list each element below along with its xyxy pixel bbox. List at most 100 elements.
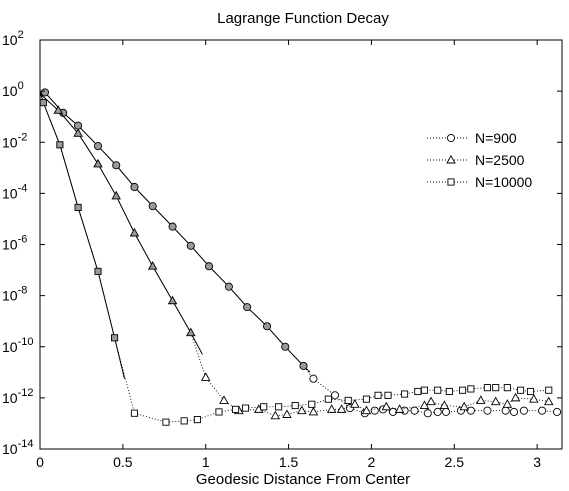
data-point-n-2500 (510, 392, 521, 402)
legend-label-n-900: N=900 (475, 130, 517, 146)
axis-ticks: 0 0.5 1 1.5 2 2.5 3 102 100 10-2 10-4 10-6 10-8 10-10… (2, 29, 562, 470)
data-point-n-2500 (381, 401, 392, 411)
data-point-n-900 (299, 361, 308, 370)
data-point-n-900 (466, 406, 475, 415)
data-point-n-2500 (439, 400, 450, 409)
data-point-n-10000 (111, 334, 119, 342)
data-point-n-2500 (73, 128, 83, 137)
data-point-n-900 (93, 142, 103, 151)
data-point-n-10000 (324, 395, 332, 403)
y-tick-label: 10-14 (2, 438, 33, 457)
legend-label-n-10000: N=10000 (475, 174, 532, 190)
data-point-n-10000 (308, 400, 316, 408)
series-dotted-line-n-2500 (39, 93, 549, 417)
data-point-n-10000 (56, 141, 64, 149)
series-solid-line-n-2500 (39, 93, 203, 355)
data-point-n-10000 (130, 409, 139, 417)
data-point-n-10000 (459, 386, 467, 394)
data-point-n-2500 (502, 399, 513, 408)
x-tick-label: 1.5 (279, 454, 299, 470)
data-point-n-10000 (260, 403, 268, 411)
data-point-n-10000 (483, 384, 491, 392)
data-point-n-2500 (219, 395, 229, 404)
data-point-n-900 (243, 303, 252, 312)
y-tick-label: 102 (2, 29, 24, 48)
data-point-n-900 (410, 406, 419, 415)
data-point-n-900 (281, 342, 290, 351)
x-axis-title: Geodesic Distance From Center (196, 471, 410, 488)
data-point-n-10000 (374, 391, 382, 399)
x-tick-label: 2 (368, 454, 376, 470)
data-point-n-2500 (129, 227, 140, 237)
data-point-n-10000 (74, 203, 82, 211)
data-point-n-10000 (180, 417, 188, 425)
chart-title: Lagrange Function Decay (217, 10, 389, 27)
legend-marker-n-900 (446, 133, 456, 143)
data-point-n-2500 (186, 327, 196, 337)
data-point-n-900 (148, 202, 157, 211)
y-tick-label: 10-10 (2, 336, 33, 355)
data-point-n-10000 (545, 386, 553, 394)
data-point-n-2500 (167, 295, 178, 305)
data-point-n-10000 (526, 387, 535, 396)
data-point-n-2500 (326, 404, 337, 413)
plot-area (39, 88, 562, 426)
data-point-n-10000 (445, 387, 453, 396)
data-point-n-10000 (162, 418, 170, 426)
data-point-n-2500 (361, 405, 372, 415)
data-point-n-10000 (344, 396, 352, 404)
data-point-n-900 (204, 262, 214, 271)
data-point-n-900 (309, 374, 318, 383)
data-point-n-10000 (467, 385, 475, 393)
y-tick-label: 10-8 (2, 285, 27, 304)
y-tick-label: 10-12 (2, 387, 33, 406)
legend-marker-n-2500 (446, 154, 456, 164)
data-point-n-10000 (362, 395, 371, 403)
data-point-n-900 (483, 406, 492, 415)
data-point-n-2500 (336, 404, 347, 413)
data-point-n-10000 (215, 408, 223, 416)
data-point-n-10000 (414, 387, 422, 396)
data-point-n-2500 (490, 396, 501, 406)
data-point-n-10000 (384, 391, 392, 399)
data-point-n-900 (501, 406, 510, 415)
data-point-n-10000 (420, 386, 429, 394)
data-point-n-10000 (241, 404, 250, 412)
data-point-n-900 (186, 241, 195, 250)
y-tick-label: 10-6 (2, 234, 27, 253)
y-tick-label: 10-4 (2, 182, 27, 201)
y-tick-label: 10-2 (2, 131, 27, 150)
legend-label-n-2500: N=2500 (475, 152, 525, 168)
data-point-n-10000 (231, 405, 240, 413)
data-point-n-10000 (39, 99, 47, 107)
data-point-n-900 (112, 161, 121, 170)
y-tick-label: 100 (2, 80, 24, 99)
data-point-n-10000 (291, 401, 299, 410)
data-point-n-900 (40, 88, 50, 97)
data-point-n-900 (330, 391, 340, 400)
x-tick-label: 0 (36, 454, 44, 470)
data-point-n-900 (552, 407, 562, 416)
data-point-n-2500 (93, 158, 103, 168)
x-tick-label: 0.5 (113, 454, 133, 470)
data-point-n-10000 (401, 390, 409, 398)
data-point-n-900 (168, 222, 177, 231)
x-tick-label: 3 (533, 454, 541, 470)
data-point-n-900 (441, 407, 451, 416)
series-dotted-line-n-10000 (39, 91, 549, 423)
data-point-n-10000 (275, 403, 283, 411)
data-point-n-2500 (426, 396, 436, 406)
data-point-n-10000 (503, 384, 511, 392)
x-tick-label: 1 (202, 454, 210, 470)
data-point-n-10000 (94, 267, 102, 275)
data-point-n-900 (262, 322, 272, 331)
data-point-n-900 (130, 182, 139, 192)
data-point-n-2500 (459, 401, 469, 411)
data-point-n-2500 (53, 105, 63, 114)
data-point-n-900 (224, 282, 233, 291)
data-point-n-10000 (434, 386, 442, 394)
data-point-n-900 (519, 406, 528, 415)
data-point-n-2500 (282, 409, 292, 418)
data-point-n-2500 (270, 410, 281, 420)
